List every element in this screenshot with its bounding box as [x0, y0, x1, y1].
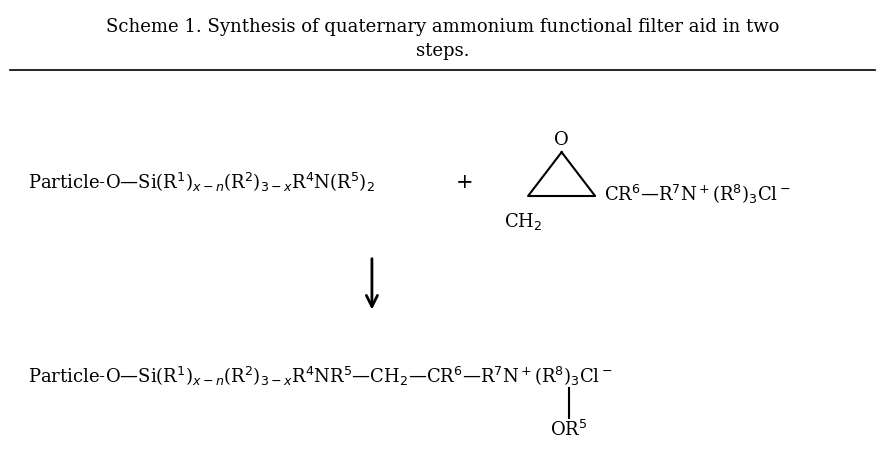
Text: OR$^5$: OR$^5$: [550, 420, 588, 440]
Text: O: O: [554, 131, 569, 149]
Text: steps.: steps.: [416, 42, 469, 60]
Text: +: +: [456, 173, 473, 192]
Text: Particle-O—Si(R$^1$)$_{x-n}$(R$^2$)$_{3-x}$R$^4$N(R$^5$)$_2$: Particle-O—Si(R$^1$)$_{x-n}$(R$^2$)$_{3-…: [27, 171, 374, 194]
Text: Scheme 1. Synthesis of quaternary ammonium functional filter aid in two: Scheme 1. Synthesis of quaternary ammoni…: [106, 18, 779, 36]
Text: CH$_2$: CH$_2$: [504, 211, 543, 232]
Text: CR$^6$—R$^7$N$^+$(R$^8$)$_3$Cl$^-$: CR$^6$—R$^7$N$^+$(R$^8$)$_3$Cl$^-$: [604, 183, 790, 206]
Text: Particle-O—Si(R$^1$)$_{x-n}$(R$^2$)$_{3-x}$R$^4$NR$^5$—CH$_2$—CR$^6$—R$^7$N$^+$(: Particle-O—Si(R$^1$)$_{x-n}$(R$^2$)$_{3-…: [27, 365, 612, 388]
